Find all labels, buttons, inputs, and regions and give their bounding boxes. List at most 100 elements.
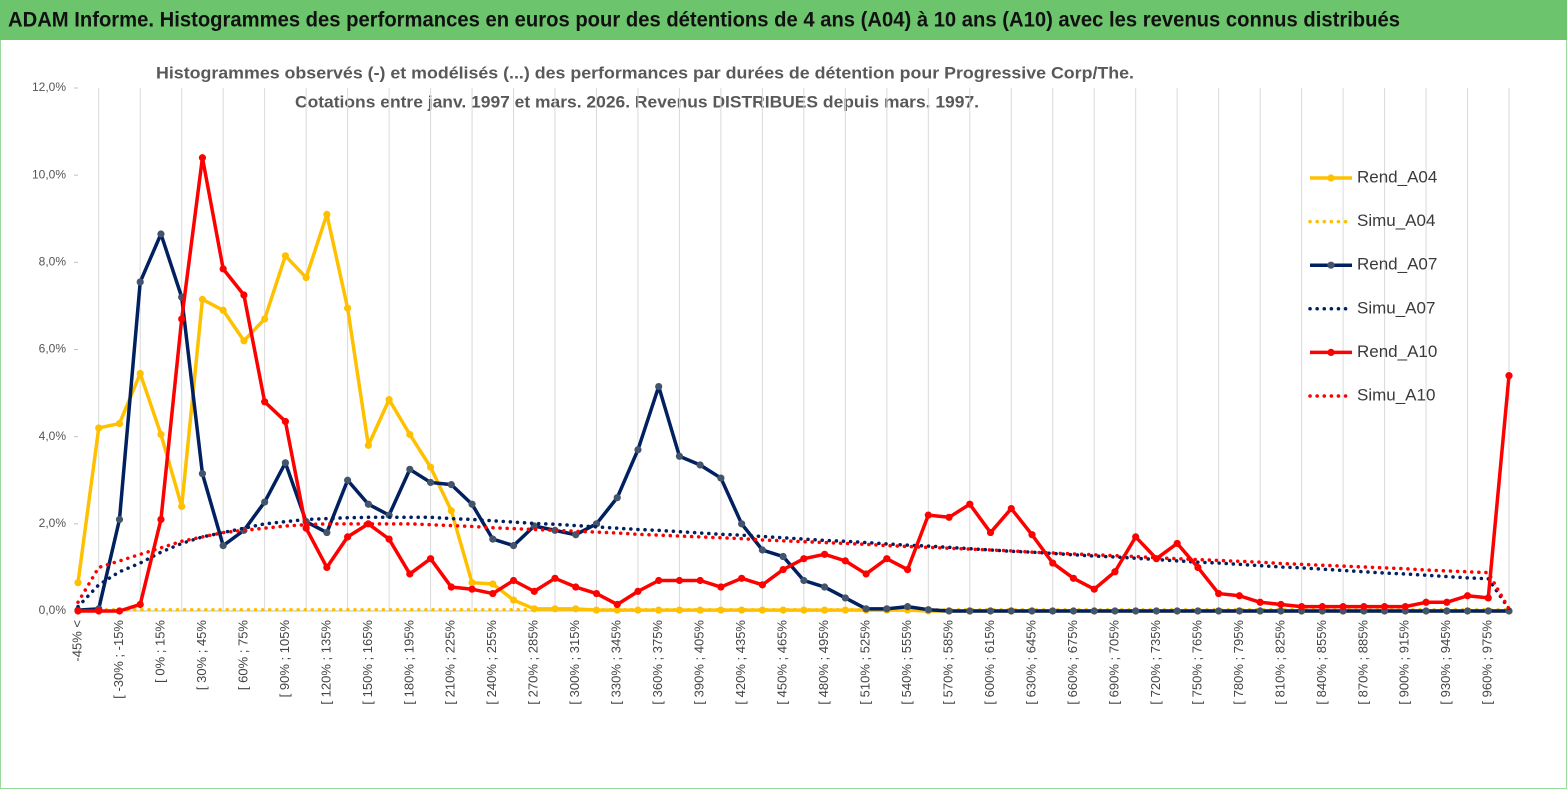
point — [696, 576, 704, 585]
point — [696, 461, 704, 469]
point — [1049, 607, 1057, 615]
point — [841, 557, 849, 565]
point — [385, 396, 393, 404]
y-tick-label: 0,0% — [39, 603, 67, 617]
point — [738, 606, 746, 614]
point — [758, 581, 766, 589]
point — [157, 430, 165, 439]
header-title: ADAM Informe. Histogrammes des performan… — [8, 9, 1400, 32]
point — [1090, 607, 1098, 615]
point — [426, 478, 435, 487]
point — [1318, 603, 1326, 611]
point — [219, 265, 227, 273]
x-tick-label: [ 30% ; 45% — [194, 620, 209, 691]
legend-marker — [1327, 174, 1335, 182]
point — [758, 546, 766, 554]
chart-title: Histogrammes observés (-) et modélisés (… — [156, 63, 1134, 82]
point — [551, 574, 559, 582]
x-tick-label: [ 510% ; 525% — [858, 620, 873, 705]
point — [945, 607, 953, 615]
point — [219, 542, 227, 550]
point — [986, 528, 995, 537]
point — [903, 603, 912, 611]
point — [592, 589, 601, 598]
point — [655, 576, 663, 585]
point — [1505, 372, 1513, 380]
point — [509, 576, 518, 585]
point — [675, 452, 684, 460]
point — [1069, 607, 1078, 615]
point — [136, 278, 144, 286]
x-tick-label: [ -30% ; -15% — [111, 620, 126, 699]
x-tick-label: -45% < — [69, 620, 84, 662]
x-tick-label: [ 930% ; 945% — [1438, 620, 1453, 705]
x-tick-label: [ 780% ; 795% — [1231, 620, 1246, 705]
x-tick-label: [ 600% ; 615% — [982, 620, 997, 705]
point — [1111, 607, 1119, 615]
legend-label: Simu_A10 — [1357, 385, 1435, 404]
point — [364, 500, 372, 508]
x-tick-label: [ 390% ; 405% — [692, 620, 707, 705]
point — [468, 585, 476, 593]
point — [613, 600, 621, 609]
point — [1235, 607, 1243, 615]
point — [198, 295, 207, 303]
point — [385, 535, 393, 543]
point — [406, 570, 414, 578]
point — [323, 563, 331, 572]
x-tick-label: [ 270% ; 285% — [526, 620, 541, 705]
point — [1422, 598, 1430, 606]
legend-label: Rend_A07 — [1357, 255, 1437, 274]
point — [1069, 574, 1078, 582]
header-bar — [0, 0, 1567, 40]
point — [1152, 555, 1161, 563]
point — [1277, 600, 1285, 609]
point — [344, 476, 352, 484]
series-line — [78, 155, 1511, 613]
point — [1463, 592, 1472, 600]
point — [924, 606, 932, 614]
point — [74, 607, 82, 615]
chart-subtitle: Cotations entre janv. 1997 et mars. 2026… — [295, 92, 979, 111]
series-line — [76, 522, 1511, 611]
x-tick-label: [ 840% ; 855% — [1314, 620, 1329, 705]
point — [1339, 603, 1347, 611]
point — [1132, 533, 1140, 541]
legend-marker — [1327, 348, 1335, 356]
point — [1215, 589, 1223, 598]
point — [1422, 607, 1430, 615]
point — [1111, 568, 1119, 576]
x-tick-label: [ 360% ; 375% — [650, 620, 665, 705]
point — [489, 589, 497, 598]
x-tick-label: [ 570% ; 585% — [940, 620, 955, 705]
point — [157, 230, 165, 238]
point — [261, 315, 269, 323]
point — [862, 605, 870, 613]
x-tick-label: [ 690% ; 705% — [1106, 620, 1121, 705]
point — [924, 511, 932, 519]
point — [489, 580, 497, 588]
x-tick-label: [ 540% ; 555% — [899, 620, 914, 705]
point — [447, 583, 455, 591]
x-tick-label: [ 870% ; 885% — [1355, 620, 1370, 705]
point — [74, 579, 82, 587]
point — [779, 565, 787, 574]
point — [198, 470, 207, 478]
point — [613, 494, 621, 502]
point — [717, 606, 725, 614]
point — [406, 465, 414, 473]
point — [323, 528, 331, 537]
point — [240, 337, 248, 345]
point — [883, 605, 891, 613]
point — [1049, 559, 1057, 567]
x-tick-label: [ 120% ; 135% — [318, 620, 333, 705]
point — [1194, 563, 1202, 572]
point — [115, 515, 124, 524]
y-tick-label: 4,0% — [39, 429, 67, 443]
x-tick-label: [ 240% ; 255% — [484, 620, 499, 705]
point — [95, 607, 103, 615]
point — [426, 463, 435, 471]
y-tick-label: 6,0% — [39, 342, 67, 356]
x-tick-label: [ 180% ; 195% — [401, 620, 416, 705]
